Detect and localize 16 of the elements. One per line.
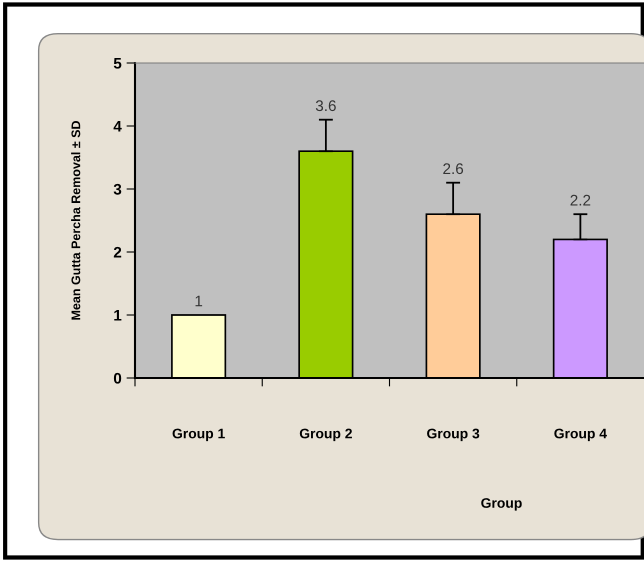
y-tick-label: 5 [114,58,122,69]
y-tick-label: 3 [114,184,122,195]
data-label: 1 [196,296,202,306]
x-tick-label: Group 2 [300,428,352,442]
y-tick-label: 1 [114,310,122,321]
data-label: 2.6 [443,163,464,174]
data-label: 3.6 [316,100,336,112]
data-label: 2.2 [570,194,590,206]
y-tick-label: 2 [114,246,122,258]
x-tick-label: Group 3 [427,428,480,442]
x-tick-label: Group 1 [172,428,225,442]
y-tick-label: 4 [114,121,122,132]
x-axis-title: Group [481,498,522,511]
x-tick-label: Group 4 [554,428,607,442]
y-tick-label: 0 [114,372,122,384]
y-axis-title: Mean Gutta Percha Removal ± SD [71,121,80,320]
